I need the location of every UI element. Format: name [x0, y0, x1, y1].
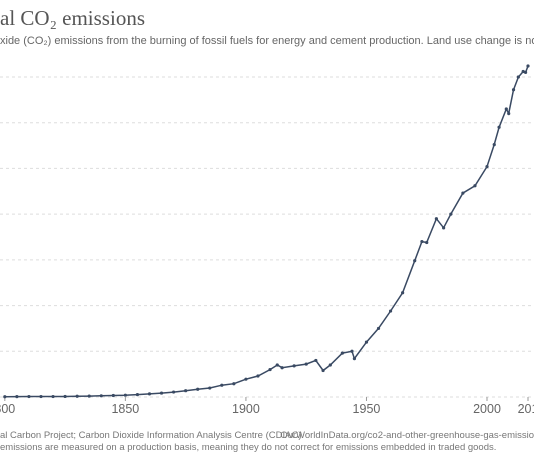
- point: [304, 362, 308, 366]
- point: [256, 374, 260, 378]
- point: [352, 356, 357, 361]
- point: [420, 239, 424, 244]
- point: [63, 394, 67, 399]
- point: [388, 309, 393, 313]
- point: [434, 217, 438, 221]
- point: [511, 88, 516, 92]
- point: [268, 367, 272, 372]
- source: al Carbon Project; Carbon Dioxide Inform…: [0, 430, 302, 441]
- note: emissions are measured on a production b…: [0, 442, 496, 453]
- point: [51, 394, 55, 399]
- point: [314, 358, 318, 363]
- point: [280, 366, 284, 370]
- x-tick-label: 1950: [353, 402, 381, 416]
- point: [364, 340, 369, 344]
- point: [497, 125, 501, 129]
- point: [485, 164, 489, 169]
- point: [171, 390, 176, 394]
- point: [87, 394, 91, 398]
- point: [516, 75, 520, 79]
- point: [340, 351, 344, 355]
- point: [220, 383, 224, 387]
- point: [3, 395, 7, 399]
- point: [275, 363, 279, 367]
- point: [27, 394, 31, 399]
- point: [111, 393, 115, 398]
- point: [328, 363, 332, 367]
- x-tick-label: 1900: [232, 402, 260, 416]
- point: [401, 291, 405, 295]
- point: [147, 392, 152, 396]
- point: [442, 226, 446, 230]
- point: [135, 393, 140, 397]
- point: [473, 184, 477, 188]
- point: [507, 111, 511, 116]
- point: [526, 64, 530, 68]
- point: [292, 364, 296, 368]
- point: [244, 377, 248, 381]
- x-tick-label: 800: [0, 402, 15, 416]
- point: [376, 326, 381, 331]
- chart-subtitle: xide (CO₂) emissions from the burning of…: [0, 35, 534, 47]
- point: [504, 107, 508, 111]
- x-tick-label: 201: [518, 402, 534, 416]
- point: [523, 70, 528, 75]
- x-tick-label: 2000: [473, 402, 501, 416]
- point: [321, 368, 325, 373]
- point: [492, 143, 496, 147]
- point: [461, 191, 465, 195]
- point: [15, 395, 19, 399]
- point: [123, 393, 127, 397]
- x-tick-label: 1850: [111, 402, 139, 416]
- point: [521, 69, 525, 74]
- point: [425, 240, 429, 245]
- chart-title: al CO₂ emissions: [0, 6, 145, 30]
- point: [208, 386, 212, 390]
- point: [159, 391, 164, 395]
- point: [413, 259, 417, 263]
- point: [39, 394, 43, 399]
- point: [75, 394, 79, 398]
- point: [449, 212, 453, 216]
- series-line: [4, 65, 529, 398]
- point: [232, 382, 236, 386]
- point: [99, 394, 103, 398]
- url: OurWorldInData.org/co2-and-other-greenho…: [280, 430, 534, 441]
- point: [184, 389, 188, 393]
- point: [350, 349, 354, 353]
- point: [196, 387, 200, 391]
